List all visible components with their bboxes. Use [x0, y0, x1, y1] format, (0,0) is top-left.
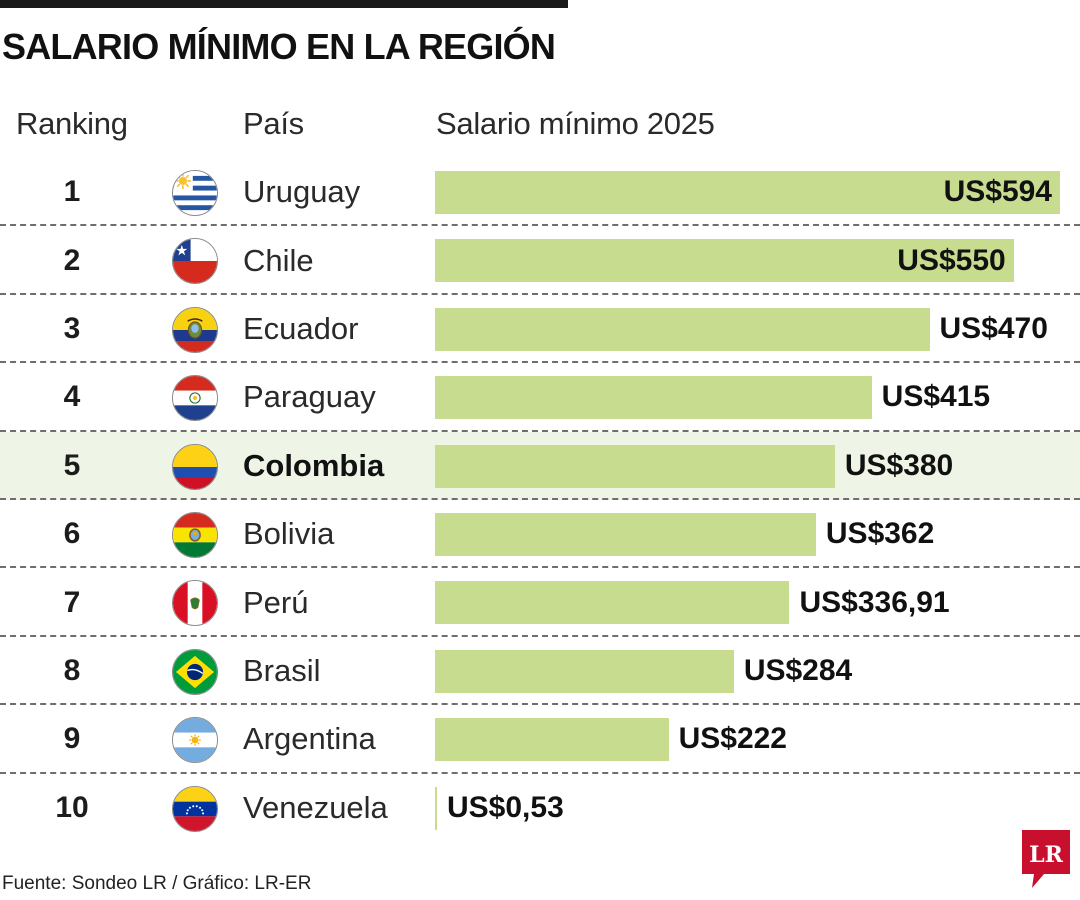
rank-number: 7	[63, 585, 81, 619]
rank-number: 5	[63, 448, 81, 482]
salary-bar	[435, 513, 816, 556]
venezuela-flag-icon	[172, 785, 218, 832]
salary-value-label: US$222	[678, 722, 787, 756]
salary-bar	[435, 376, 872, 420]
rank-number: 1	[63, 175, 81, 209]
salary-value-label: US$415	[881, 380, 991, 414]
row-divider	[0, 634, 1080, 637]
salary-value-label: US$336,91	[799, 585, 950, 619]
salary-value-label: US$362	[825, 517, 935, 551]
salary-value-label: US$380	[844, 448, 954, 482]
table-row: 1 Uruguay US$594	[0, 158, 1080, 227]
salary-value-label: US$550	[897, 243, 1006, 277]
column-header-ranking: Ranking	[16, 106, 128, 141]
salary-bar	[435, 786, 437, 830]
country-name: Ecuador	[243, 310, 359, 346]
table-row: 9 Argentina US$222	[0, 705, 1080, 774]
argentina-flag-icon	[172, 717, 218, 764]
chile-flag-icon	[172, 238, 218, 285]
chart-title: SALARIO MÍNIMO EN LA REGIÓN	[2, 26, 556, 67]
table-row: 8 Brasil US$284	[0, 637, 1080, 706]
country-name: Chile	[243, 242, 314, 278]
salary-value-label: US$0,53	[447, 790, 564, 824]
paraguay-flag-icon	[172, 375, 218, 422]
rank-number: 3	[63, 311, 81, 345]
table-row: 6 Bolivia US$362	[0, 500, 1080, 569]
brazil-flag-icon	[172, 648, 218, 695]
country-name: Brasil	[243, 652, 321, 688]
rank-number: 8	[63, 653, 81, 687]
ranking-table: 1 Uruguay US$594 2 Chile US$550 3 Ecuador US$470…	[0, 158, 1080, 842]
country-name: Argentina	[243, 721, 376, 757]
salary-bar	[435, 444, 835, 488]
table-row: 5 Colombia US$380	[0, 431, 1080, 500]
country-name: Colombia	[243, 447, 385, 483]
rank-number: 6	[63, 517, 81, 551]
row-divider	[0, 703, 1080, 706]
bolivia-flag-icon	[172, 512, 218, 558]
rank-number: 10	[55, 790, 89, 824]
salary-bar	[435, 718, 669, 762]
rank-number: 9	[63, 722, 81, 756]
salary-value-label: US$594	[943, 175, 1052, 209]
salary-bar	[435, 239, 1014, 283]
salary-value-label: US$470	[939, 311, 1048, 345]
salary-bar	[435, 581, 790, 625]
row-divider	[0, 566, 1080, 569]
salary-bar	[435, 171, 1060, 214]
row-divider	[0, 224, 1080, 227]
table-row: 7 Perú US$336,91	[0, 568, 1080, 637]
country-name: Paraguay	[243, 379, 376, 415]
lr-logo: LR	[1022, 830, 1070, 890]
row-divider	[0, 292, 1080, 295]
table-row: 3 Ecuador US$470	[0, 295, 1080, 364]
uruguay-flag-icon	[172, 170, 218, 216]
salary-bar	[435, 307, 930, 351]
country-name: Uruguay	[243, 174, 361, 210]
rank-number: 2	[63, 243, 81, 277]
ecuador-flag-icon	[172, 306, 218, 353]
salary-value-label: US$284	[743, 653, 853, 687]
country-name: Perú	[243, 584, 309, 620]
peru-flag-icon	[172, 580, 218, 627]
row-divider	[0, 429, 1080, 432]
country-name: Venezuela	[243, 789, 388, 825]
colombia-flag-icon	[172, 443, 218, 490]
row-divider	[0, 771, 1080, 774]
table-row: 2 Chile US$550	[0, 226, 1080, 295]
row-divider	[0, 497, 1080, 500]
top-rule	[0, 0, 568, 8]
salary-bar	[435, 649, 734, 693]
table-row: 4 Paraguay US$415	[0, 363, 1080, 432]
column-header-salary: Salario mínimo 2025	[436, 106, 715, 141]
table-row: 10 Venezuela US$0,53	[0, 774, 1080, 842]
svg-text:LR: LR	[1029, 842, 1063, 868]
row-divider	[0, 361, 1080, 364]
country-name: Bolivia	[243, 516, 335, 552]
source-note: Fuente: Sondeo LR / Gráfico: LR-ER	[2, 873, 312, 894]
rank-number: 4	[63, 380, 81, 414]
column-header-country: País	[243, 106, 304, 141]
